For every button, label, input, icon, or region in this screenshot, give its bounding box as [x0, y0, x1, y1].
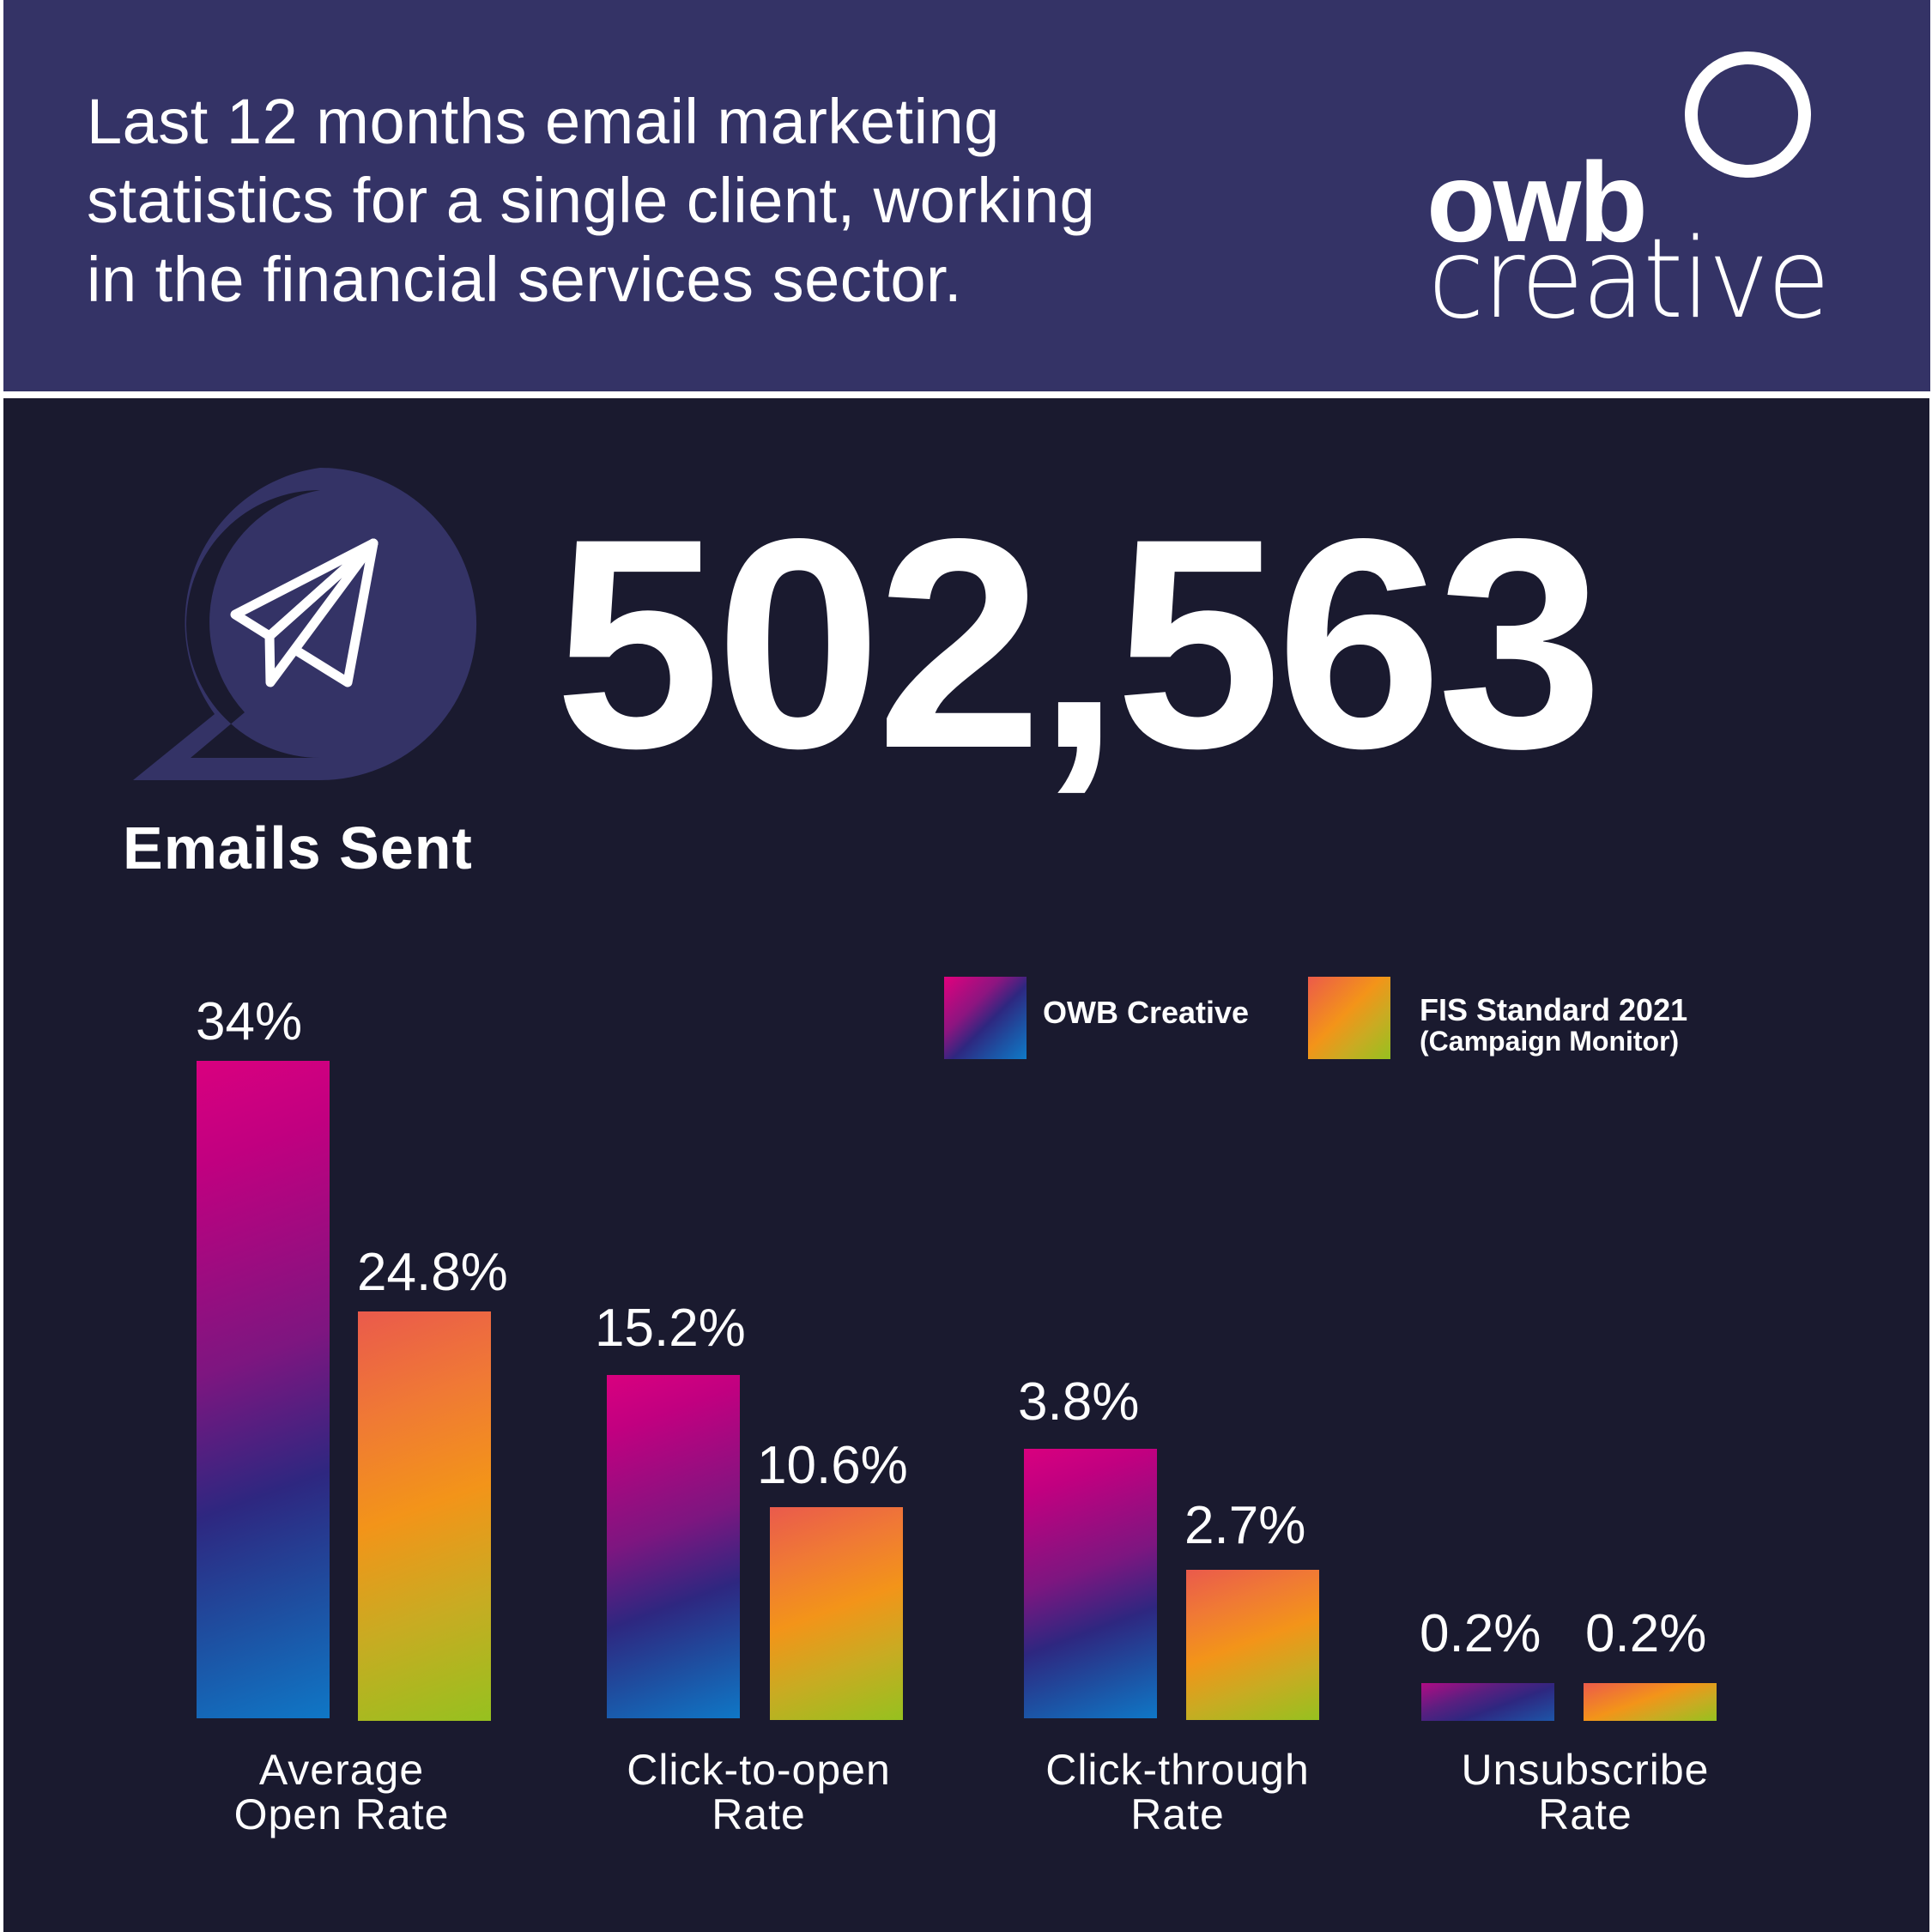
category-label-line: Click-through: [1045, 1746, 1310, 1794]
legend-swatch-fis: [1308, 977, 1390, 1059]
bar-owb-open-rate: [197, 1061, 330, 1718]
value-label-fis-open-rate: 24.8%: [357, 1243, 508, 1302]
value-label-owb-unsubscribe: 0.2%: [1420, 1604, 1541, 1663]
bar-owb-click-to-open: [607, 1375, 740, 1718]
category-label-line: Rate: [712, 1790, 806, 1838]
bar-owb-unsubscribe: [1421, 1683, 1554, 1721]
value-label-owb-open-rate: 34%: [196, 992, 303, 1051]
category-label-line: Rate: [1538, 1790, 1632, 1838]
category-label-open-rate: Average Open Rate: [170, 1747, 513, 1837]
header-line-2: statistics for a single client, working: [87, 165, 1096, 236]
bar-fis-unsubscribe: [1584, 1683, 1717, 1721]
category-label-line: Click-to-open: [627, 1746, 891, 1794]
logo-owb: owb: [1426, 139, 1648, 265]
legend-sublabel-fis: (Campaign Monitor): [1420, 1026, 1680, 1057]
header-description: Last 12 months email marketing statistic…: [87, 82, 1202, 319]
legend-swatch-owb: [944, 977, 1027, 1059]
value-label-fis-click-through: 2.7%: [1184, 1496, 1306, 1555]
category-label-line: Rate: [1130, 1790, 1225, 1838]
category-label-unsubscribe: Unsubscribe Rate: [1414, 1747, 1757, 1837]
legend-label-fis: FIS Standard 2021: [1420, 992, 1688, 1027]
category-label-click-through: Click-through Rate: [1006, 1747, 1349, 1837]
bar-fis-open-rate: [358, 1311, 491, 1721]
category-label-line: Unsubscribe: [1461, 1746, 1710, 1794]
value-label-owb-click-through: 3.8%: [1018, 1372, 1140, 1432]
bar-fis-click-to-open: [770, 1507, 903, 1720]
emails-sent-value: 502,563: [554, 476, 1603, 810]
header-line-1: Last 12 months email marketing: [87, 86, 1000, 157]
legend-label-owb: OWB Creative: [1043, 995, 1250, 1030]
paper-plane-icon: [230, 538, 379, 687]
paper-plane-speech-bubble-icon: [133, 468, 477, 780]
value-label-fis-click-to-open: 10.6%: [757, 1436, 908, 1495]
category-label-click-to-open: Click-to-open Rate: [587, 1747, 930, 1837]
header-banner: Last 12 months email marketing statistic…: [3, 0, 1930, 391]
emails-sent-label: Emails Sent: [123, 815, 473, 881]
category-label-line: Average: [258, 1746, 425, 1794]
logo-creative: creative: [1428, 215, 1830, 343]
header-line-3: in the financial services sector.: [87, 244, 963, 315]
bar-fis-click-through: [1186, 1570, 1319, 1720]
logo-ring-icon: [1685, 51, 1811, 178]
category-label-line: Open Rate: [233, 1790, 450, 1838]
value-label-fis-unsubscribe: 0.2%: [1585, 1604, 1707, 1663]
bar-owb-click-through: [1024, 1449, 1157, 1718]
value-label-owb-click-to-open: 15.2%: [595, 1299, 746, 1358]
